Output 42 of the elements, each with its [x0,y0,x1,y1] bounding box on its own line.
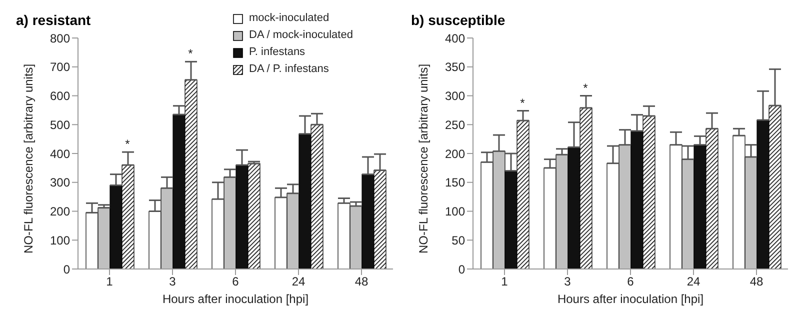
legend-label: mock-inoculated [249,11,330,26]
y-tick-label: 300 [50,176,70,190]
y-tick-label: 800 [50,31,70,46]
y-axis-title: NO-FL fluorescence [arbitrary units] [416,64,430,254]
y-tick-label: 300 [444,89,466,104]
annotation: * [583,80,588,95]
y-tick-label: 200 [444,146,466,161]
y-tick-label: 350 [444,60,466,74]
y-tick-label: 400 [444,31,466,46]
y-tick-label: 50 [452,233,466,248]
y-tick-label: 150 [444,176,466,190]
x-tick-label: 24 [292,274,306,289]
x-tick-label: 6 [232,274,240,289]
y-tick-label: 400 [50,146,70,161]
x-tick-label: 48 [750,274,764,289]
x-axis-title: Hours after inoculation [hpi] [557,292,704,306]
y-tick-label: 0 [63,262,70,276]
legend-label: P. infestans [249,45,306,60]
y-tick-label: 200 [50,204,70,219]
x-tick-label: 6 [627,274,634,289]
x-tick-label: 48 [354,274,368,289]
y-tick-label: 700 [50,60,70,74]
x-tick-label: 1 [501,274,508,289]
y-tick-label: 250 [444,118,466,132]
annotation: * [520,96,526,110]
legend-label: DA / P. infestans [249,62,329,77]
y-tick-label: 100 [50,233,70,248]
y-tick-label: 100 [444,204,466,219]
legend-label: DA / mock-inoculated [249,28,353,43]
y-tick-label: 0 [458,262,466,276]
x-axis-title: Hours after inoculation [hpi] [162,292,309,306]
x-tick-label: 3 [564,274,572,289]
y-tick-label: 500 [50,118,70,132]
y-axis-title: NO-FL fluorescence [arbitrary units] [21,64,36,254]
x-tick-label: 24 [686,274,700,289]
y-tick-label: 600 [50,89,70,104]
chart-title: b) susceptible [411,12,506,28]
annotation: * [125,137,130,152]
x-tick-label: 3 [169,274,176,289]
x-tick-label: 1 [106,274,114,289]
annotation: * [188,46,194,61]
chart-title: a) resistant [16,12,91,28]
